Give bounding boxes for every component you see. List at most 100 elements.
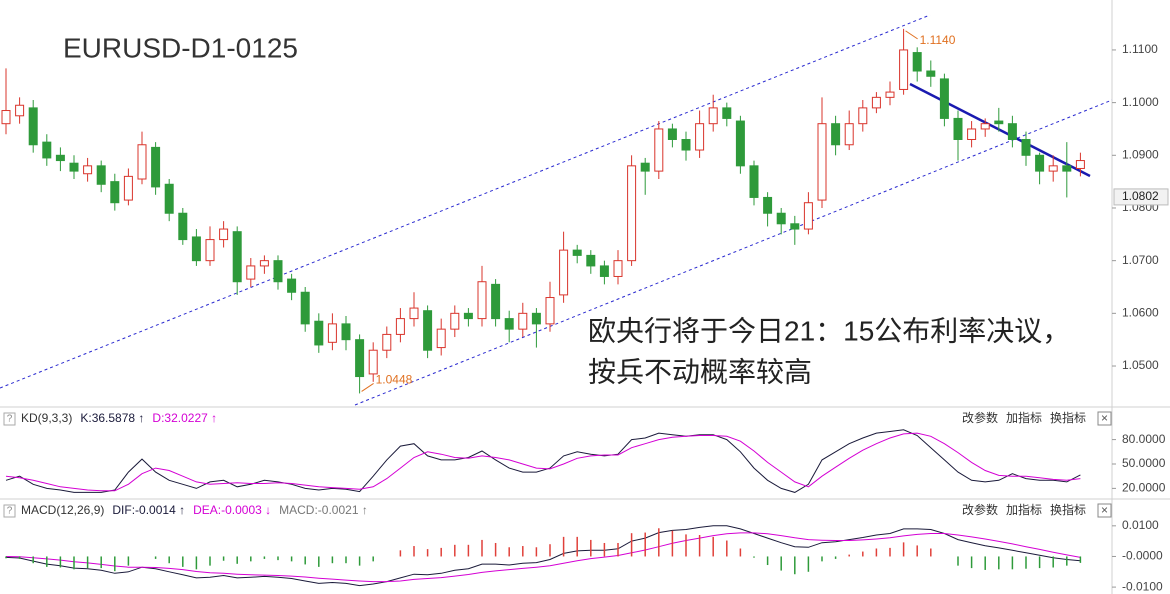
candle-body [28, 107, 38, 146]
toolbar-button[interactable]: 改参数 [962, 502, 998, 517]
candle-body [219, 228, 229, 241]
help-icon-text: ? [7, 506, 13, 517]
legend-entry: DIF:-0.0014 ↑ [112, 503, 185, 517]
y-tick-label: -0.0000 [1122, 549, 1163, 563]
candle-body [83, 165, 93, 175]
y-tick-label: 1.0500 [1122, 358, 1159, 372]
close-button[interactable] [1097, 503, 1112, 518]
candle-body [953, 117, 963, 140]
chart-title: EURUSD-D1-0125 [63, 32, 298, 63]
candle-body [1075, 160, 1085, 169]
y-tick-label: 0.0100 [1122, 518, 1159, 532]
legend-entry: MACD:-0.0021 ↑ [279, 503, 368, 517]
candle-body [1, 110, 11, 125]
candle-body [885, 91, 895, 98]
annotation-pointer [905, 30, 918, 40]
candle-body [436, 328, 446, 349]
candle-body [1021, 138, 1031, 156]
candle-body [382, 333, 392, 351]
candle-body [15, 104, 25, 117]
candle-body [531, 312, 541, 325]
candle-body [1062, 165, 1072, 172]
candle-body [246, 265, 256, 280]
candle-body [491, 283, 501, 320]
candle-body [55, 154, 65, 162]
candle-body [858, 107, 868, 125]
indicator-line [5, 532, 1081, 583]
candle-body [300, 291, 310, 325]
candle-body [708, 107, 718, 125]
candle-body [205, 239, 215, 262]
candle-body [844, 123, 854, 146]
y-tick-label: 50.0000 [1122, 456, 1166, 470]
y-tick-label: 1.0900 [1122, 147, 1159, 161]
candle-body [1035, 154, 1045, 172]
candle-body [287, 278, 297, 293]
candle-body [137, 144, 147, 180]
candle-body [110, 181, 120, 204]
help-icon[interactable] [3, 412, 16, 426]
note-text: 欧央行将于今日21：15公布利率决议， [588, 315, 1070, 346]
help-icon[interactable] [3, 504, 16, 518]
candle-body [151, 146, 161, 188]
indicator-line [5, 525, 1081, 587]
candle-body [749, 165, 759, 198]
candle-body [423, 310, 433, 351]
candle-body [899, 49, 909, 90]
candle-body [477, 281, 487, 320]
candle-body [776, 212, 786, 225]
close-button[interactable] [1097, 411, 1112, 426]
y-tick-label: 1.0700 [1122, 253, 1159, 267]
annotation: 1.0448 [376, 373, 413, 387]
toolbar-button[interactable]: 改参数 [962, 410, 998, 425]
toolbar-button[interactable]: 加指标 [1006, 502, 1042, 517]
candle-body [314, 320, 324, 346]
candle-body [939, 78, 949, 119]
candle-body [803, 202, 813, 230]
candle-body [368, 349, 378, 375]
candle-body [980, 123, 990, 130]
close-button-text[interactable]: × [1101, 503, 1108, 517]
candle-body [232, 231, 242, 283]
candle-body [409, 307, 419, 320]
legend-entry: DEA:-0.0003 ↓ [193, 503, 271, 517]
candle-body [967, 128, 977, 140]
candle-body [1048, 165, 1058, 172]
candle-body [164, 183, 174, 214]
note-text: 按兵不动概率较高 [588, 356, 812, 387]
candle-body [559, 249, 569, 296]
channel-line [354, 99, 1113, 406]
y-tick-label: -0.0100 [1122, 579, 1163, 593]
indicator-line [5, 429, 1081, 493]
y-tick-label: 20.0000 [1122, 481, 1166, 495]
candle-body [341, 323, 351, 341]
candle-body [259, 260, 269, 267]
toolbar-button[interactable]: 加指标 [1006, 410, 1042, 425]
candle-body [42, 141, 52, 159]
candle-body [178, 212, 188, 241]
candle-body [831, 123, 841, 146]
y-tick-label: 1.0600 [1122, 306, 1159, 320]
candle-body [69, 162, 79, 172]
candle-body [327, 323, 337, 343]
candle-body [912, 52, 922, 72]
candle-body [871, 96, 881, 109]
candle-body [654, 128, 664, 172]
candle-body [395, 318, 405, 335]
channel-line [0, 14, 931, 389]
toolbar-button[interactable]: 换指标 [1050, 410, 1086, 425]
candle-body [355, 339, 365, 378]
toolbar-button[interactable]: 换指标 [1050, 502, 1086, 517]
candle-body [545, 297, 555, 325]
candle-body [627, 165, 637, 262]
close-button-text[interactable]: × [1101, 411, 1108, 425]
candle-body [613, 260, 623, 277]
indicator-title: MACD(12,26,9) [21, 503, 104, 517]
candle-body [640, 162, 650, 172]
indicator-title: KD(9,3,3) [21, 411, 72, 425]
candle-body [504, 318, 514, 330]
candle-body [994, 120, 1004, 125]
candle-body [123, 175, 133, 201]
